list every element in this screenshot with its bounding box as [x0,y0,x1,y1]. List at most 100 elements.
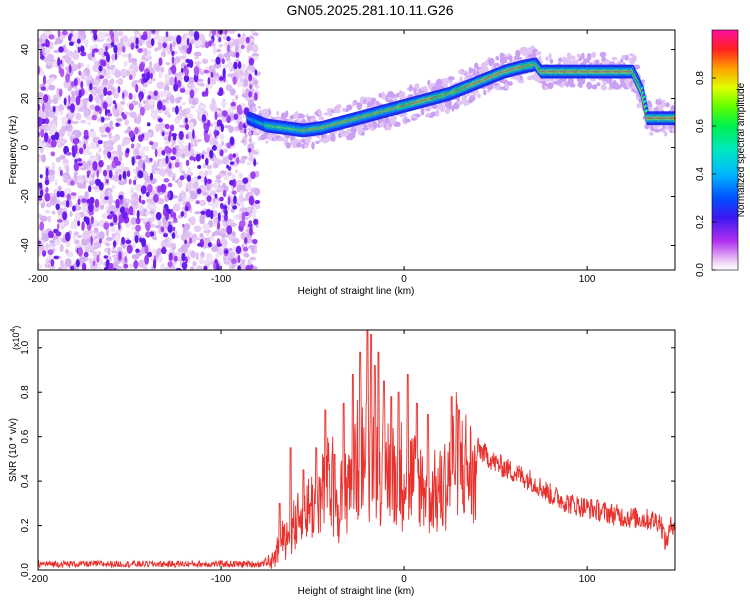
noise-speckle [38,264,43,269]
noise-blob [151,30,156,34]
noise-speckle [215,252,221,258]
noise-blob [83,143,87,150]
noise-speckle [132,206,139,210]
noise-blob [174,162,180,168]
noise-blob [44,118,50,124]
noise-blob [68,34,72,42]
noise-blob [43,94,49,103]
noise-blob [180,211,185,217]
ridge-halo [580,76,586,85]
noise-speckle [238,195,244,203]
ridge-halo [431,85,438,92]
noise-blob [217,30,224,35]
noise-speckle [172,195,178,199]
noise-speckle [87,267,93,270]
ridge-halo [251,106,257,113]
noise-speckle [106,37,112,43]
noise-blob [67,119,72,125]
noise-blob [195,153,201,162]
noise-speckle [73,173,78,180]
noise-blob [38,240,42,245]
noise-blob [165,211,169,221]
noise-speckle [42,142,47,148]
noise-blob [113,267,117,270]
ridge-halo [656,104,664,110]
noise-blob [170,66,174,71]
ridge-halo [311,141,315,150]
noise-blob [115,198,120,209]
noise-blob [153,259,157,269]
ridge-halo [624,54,629,61]
noise-speckle [193,225,202,233]
noise-blob [221,110,228,117]
noise-speckle [239,82,244,86]
noise-blob [141,73,147,78]
noise-speckle [142,83,148,88]
noise-blob [122,171,127,180]
noise-blob [128,205,134,216]
noise-blob [206,178,212,184]
noise-speckle [191,238,197,244]
noise-speckle [164,266,173,270]
ridge-halo [435,109,440,117]
noise-speckle [189,216,196,226]
noise-speckle [175,75,183,82]
noise-blob [237,33,241,38]
noise-blob [131,143,135,149]
noise-speckle [187,147,195,155]
noise-speckle [184,223,191,231]
noise-blob [50,258,55,267]
noise-blob [211,145,217,151]
noise-speckle [149,223,156,228]
noise-speckle [117,144,122,153]
noise-speckle [149,60,153,69]
noise-speckle [128,263,134,269]
noise-blob [197,175,202,180]
ridge-halo [507,81,513,86]
noise-speckle [85,116,94,121]
noise-speckle [202,163,207,169]
noise-speckle [232,39,240,47]
noise-speckle [152,96,158,100]
ridge-halo [591,84,597,90]
noise-blob [217,119,223,127]
noise-speckle [215,175,222,180]
ridge-halo [488,58,495,65]
noise-blob [138,63,145,72]
x-tick-label: -100 [211,274,231,285]
noise-blob [184,239,187,245]
noise-blob [118,174,122,181]
noise-speckle [240,64,246,71]
noise-blob [139,94,142,103]
noise-speckle [65,125,72,129]
noise-speckle [61,138,68,144]
noise-blob [186,38,190,46]
ridge-halo [547,82,554,90]
noise-blob [135,224,142,232]
noise-speckle [71,91,76,99]
noise-speckle [82,180,87,189]
noise-blob [57,57,61,67]
noise-speckle [86,151,92,156]
noise-blob [94,105,100,112]
noise-speckle [157,220,163,226]
noise-speckle [160,263,165,270]
noise-speckle [58,129,65,138]
ridge-halo [276,111,280,116]
noise-blob [218,36,222,43]
noise-blob [160,247,167,254]
noise-speckle [143,171,147,178]
noise-blob [81,221,85,231]
noise-blob [171,50,175,56]
noise-blob [57,30,61,38]
noise-speckle [181,170,186,175]
noise-speckle [104,243,111,247]
noise-speckle [82,99,88,107]
noise-speckle [203,58,209,64]
noise-blob [70,81,75,88]
noise-blob [103,266,109,270]
noise-speckle [74,131,82,137]
noise-speckle [48,84,56,91]
noise-speckle [210,59,217,63]
noise-speckle [248,245,256,250]
